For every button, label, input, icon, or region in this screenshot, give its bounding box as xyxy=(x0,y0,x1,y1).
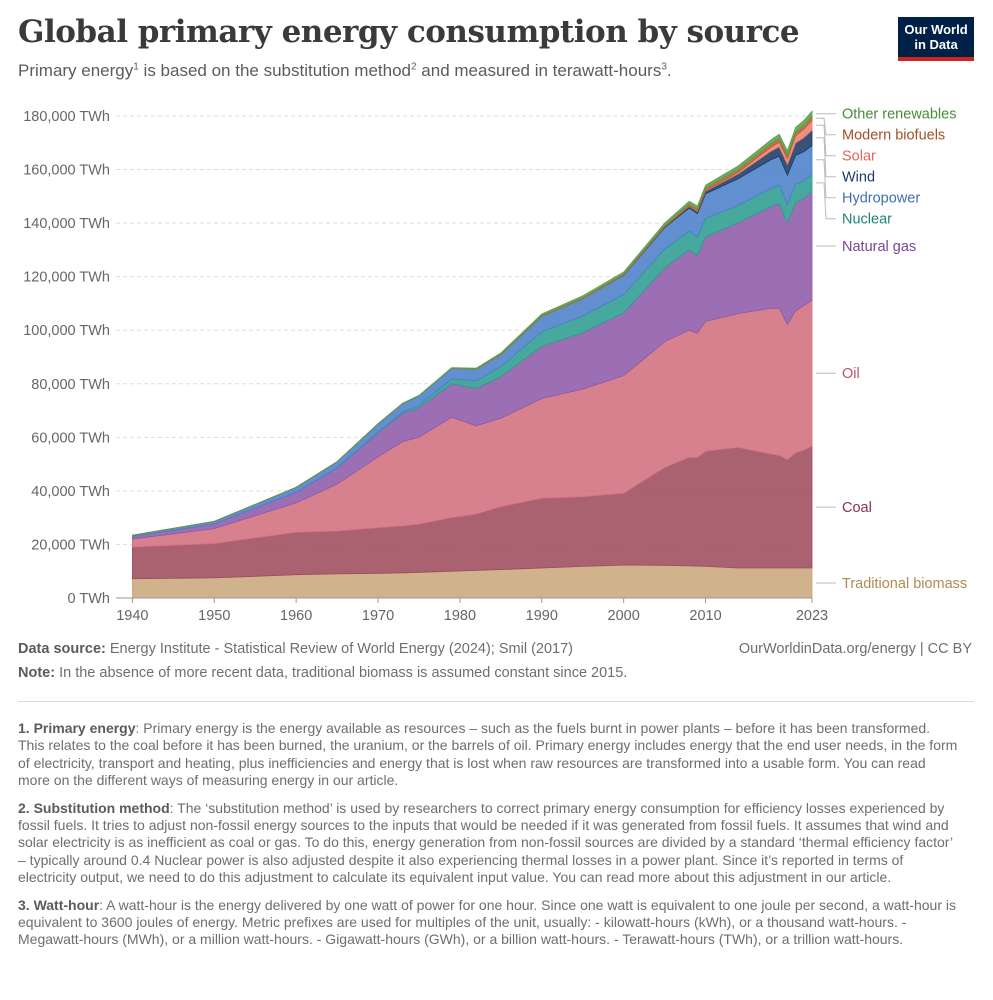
y-tick-label: 140,000 TWh xyxy=(23,216,110,232)
data-source-text: Energy Institute - Statistical Review of… xyxy=(105,641,573,657)
x-axis: 1940 1950 1960 1970 1980 1990 2000 2010 2023 xyxy=(116,597,828,620)
footnote-ref-3: 3 xyxy=(661,61,667,73)
series-areas xyxy=(132,110,813,599)
footnote-ref-1: 1 xyxy=(133,61,139,73)
legend-connector xyxy=(816,117,836,136)
y-tick-label: 40,000 TWh xyxy=(31,484,110,500)
footnote-text: : The ‘substitution method’ is used by r… xyxy=(18,799,953,886)
chart-title: Global primary energy consumption by sou… xyxy=(18,14,800,50)
note-label: Note: xyxy=(18,665,56,681)
x-tick-label: 1940 xyxy=(116,608,148,620)
note-text: In the absence of more recent data, trad… xyxy=(55,665,628,681)
subtitle-substitution: is based on the substitution method xyxy=(138,61,412,80)
y-tick-label: 80,000 TWh xyxy=(31,377,110,393)
x-tick-label: 2000 xyxy=(608,608,640,620)
legend-label-other-renewables[interactable]: Other renewables xyxy=(842,107,956,123)
area-other-renewables[interactable] xyxy=(132,110,813,536)
footnote-label: 2. Substitution method xyxy=(18,799,170,816)
y-tick-label: 160,000 TWh xyxy=(23,163,110,179)
legend-connector xyxy=(816,124,836,157)
x-tick-label: 2010 xyxy=(689,608,721,620)
footnote-primary-energy: 1. Primary energy: Primary energy is the… xyxy=(18,720,958,790)
chart-subtitle: Primary energy1 is based on the substitu… xyxy=(18,61,672,81)
y-tick-label: 180,000 TWh xyxy=(23,109,110,125)
owid-logo[interactable]: Our World in Data xyxy=(898,17,974,61)
x-tick-label: 1990 xyxy=(526,608,558,620)
legend-label-nuclear[interactable]: Nuclear xyxy=(842,212,892,228)
y-tick-label: 60,000 TWh xyxy=(31,430,110,446)
footnote-label: 1. Primary energy xyxy=(18,720,136,736)
x-tick-label: 1960 xyxy=(280,608,312,620)
license-link[interactable]: OurWorldinData.org/energy | CC BY xyxy=(738,641,972,657)
y-tick-label: 120,000 TWh xyxy=(23,270,110,286)
legend-label-traditional-biomass[interactable]: Traditional biomass xyxy=(842,576,967,592)
footnote-label: 3. Watt-hour xyxy=(18,896,100,913)
y-tick-label: 20,000 TWh xyxy=(31,537,110,553)
logo-line-1: Our World xyxy=(904,22,968,37)
footnotes: 1. Primary energy: Primary energy is the… xyxy=(18,720,958,959)
legend-label-hydropower[interactable]: Hydropower xyxy=(842,191,920,207)
footnote-watt-hour: 3. Watt-hour: A watt-hour is the energy … xyxy=(18,897,958,949)
logo-line-2: in Data xyxy=(914,37,958,52)
legend-label-oil[interactable]: Oil xyxy=(842,366,860,382)
y-axis: 0 TWh 20,000 TWh 40,000 TWh 60,000 TWh 80,00… xyxy=(23,109,110,607)
x-tick-label: 1970 xyxy=(362,608,394,620)
legend-connector xyxy=(816,137,836,178)
legend-connector xyxy=(816,182,836,220)
x-tick-label: 1950 xyxy=(198,608,230,620)
subtitle-end: . xyxy=(666,61,672,80)
data-source-label: Data source: xyxy=(18,641,106,657)
subtitle-measured: and measured in terawatt-hours xyxy=(416,61,662,80)
footnote-ref-2: 2 xyxy=(411,61,417,73)
legend-label-coal[interactable]: Coal xyxy=(842,500,872,516)
divider xyxy=(18,701,974,702)
subtitle-primary-energy: Primary energy xyxy=(18,61,134,80)
y-tick-label: 0 TWh xyxy=(68,591,110,607)
legend-label-natural-gas[interactable]: Natural gas xyxy=(842,239,916,255)
x-tick-label: 2023 xyxy=(796,608,828,620)
legend-label-modern-biofuels[interactable]: Modern biofuels xyxy=(842,128,945,144)
footnote-text: : A watt-hour is the energy delivered by… xyxy=(18,896,956,948)
y-tick-label: 100,000 TWh xyxy=(23,323,110,339)
data-source: Data source: Energy Institute - Statisti… xyxy=(18,641,573,657)
legend-label-solar[interactable]: Solar xyxy=(842,149,876,165)
legend-label-wind[interactable]: Wind xyxy=(842,170,875,186)
stacked-area-chart: 0 TWh 20,000 TWh 40,000 TWh 60,000 TWh 80,00… xyxy=(23,107,967,620)
chart-note: Note: In the absence of more recent data… xyxy=(18,665,627,681)
legend-connector xyxy=(816,159,836,199)
footnote-substitution-method: 2. Substitution method: The ‘substitutio… xyxy=(18,800,958,887)
x-tick-label: 1980 xyxy=(444,608,476,620)
footnote-text: : Primary energy is the energy available… xyxy=(18,720,958,789)
legend: Other renewables Modern biofuels Solar Wind… xyxy=(816,107,967,592)
